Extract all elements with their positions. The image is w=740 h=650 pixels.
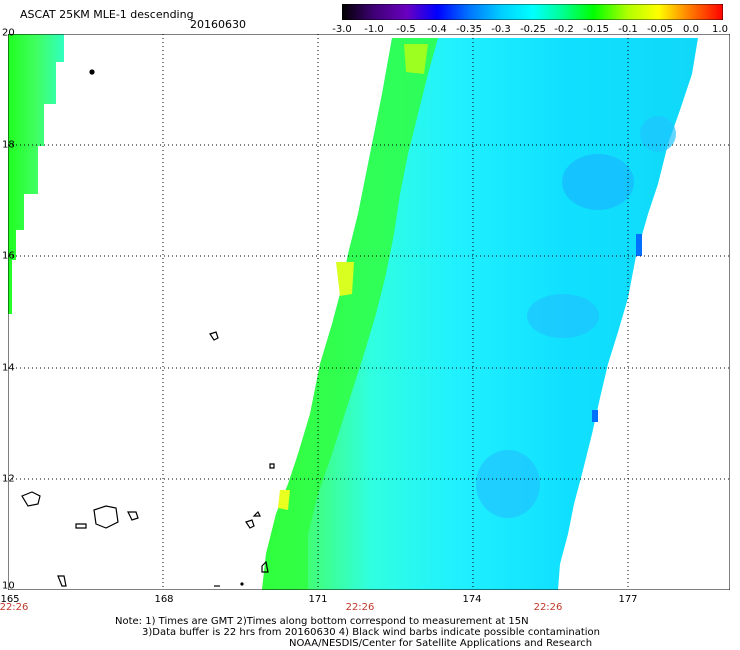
yellow-patch	[278, 490, 290, 510]
colorbar-label: -0.1	[618, 24, 638, 35]
colorbar-label: -0.25	[520, 24, 546, 35]
yellow-patch	[404, 44, 428, 74]
colorbar-label: -0.5	[396, 24, 416, 35]
lon-label: 174	[462, 594, 482, 605]
colorbar-label: -3.0	[332, 24, 352, 35]
lon-label: 177	[618, 594, 638, 605]
lon-label: 168	[154, 594, 174, 605]
lat-label: 16	[2, 250, 15, 262]
colorbar-label: 0.0	[683, 24, 699, 35]
lon-label: 165	[0, 594, 20, 605]
colorbar-label: -0.2	[554, 24, 574, 35]
blue-patch	[562, 154, 634, 210]
lon-label: 171	[308, 594, 328, 605]
colorbar-label: -1.0	[364, 24, 384, 35]
blue-patch	[636, 234, 642, 256]
lat-label: 20	[2, 27, 15, 39]
note-line-3: NOAA/NESDIS/Center for Satellite Applica…	[289, 638, 593, 649]
yellow-patch	[336, 262, 354, 296]
lat-label: 14	[2, 362, 15, 374]
colorbar-label: -0.3	[491, 24, 511, 35]
time-label: 22:26	[345, 602, 375, 613]
time-label: 22:26	[0, 602, 29, 613]
note-line-2: 3)Data buffer is 22 hrs from 20160630 4)…	[142, 627, 600, 638]
coastlines	[21, 69, 275, 587]
colorbar-label: 1.0	[712, 24, 728, 35]
blue-patch	[476, 450, 540, 518]
grid-lines	[8, 34, 730, 590]
lat-label: 18	[2, 139, 15, 151]
colorbar-label: -0.4	[427, 24, 447, 35]
blue-patch	[527, 294, 599, 338]
map-title: ASCAT 25KM MLE-1 descending	[20, 8, 194, 21]
note-line-1: Note: 1) Times are GMT 2)Times along bot…	[115, 616, 529, 627]
main-swath	[262, 38, 698, 590]
blue-patch	[592, 410, 598, 422]
left-swath	[8, 34, 64, 314]
lat-label: 10	[2, 580, 15, 592]
colorbar	[342, 4, 723, 20]
wind-map	[8, 34, 730, 590]
colorbar-label: -0.05	[647, 24, 673, 35]
lat-label: 12	[2, 473, 15, 485]
colorbar-label: -0.35	[456, 24, 482, 35]
green-band	[262, 38, 438, 590]
map-date: 20160630	[190, 18, 246, 31]
time-label: 22:26	[533, 602, 563, 613]
colorbar-label: -0.15	[583, 24, 609, 35]
blue-patch	[640, 116, 676, 152]
